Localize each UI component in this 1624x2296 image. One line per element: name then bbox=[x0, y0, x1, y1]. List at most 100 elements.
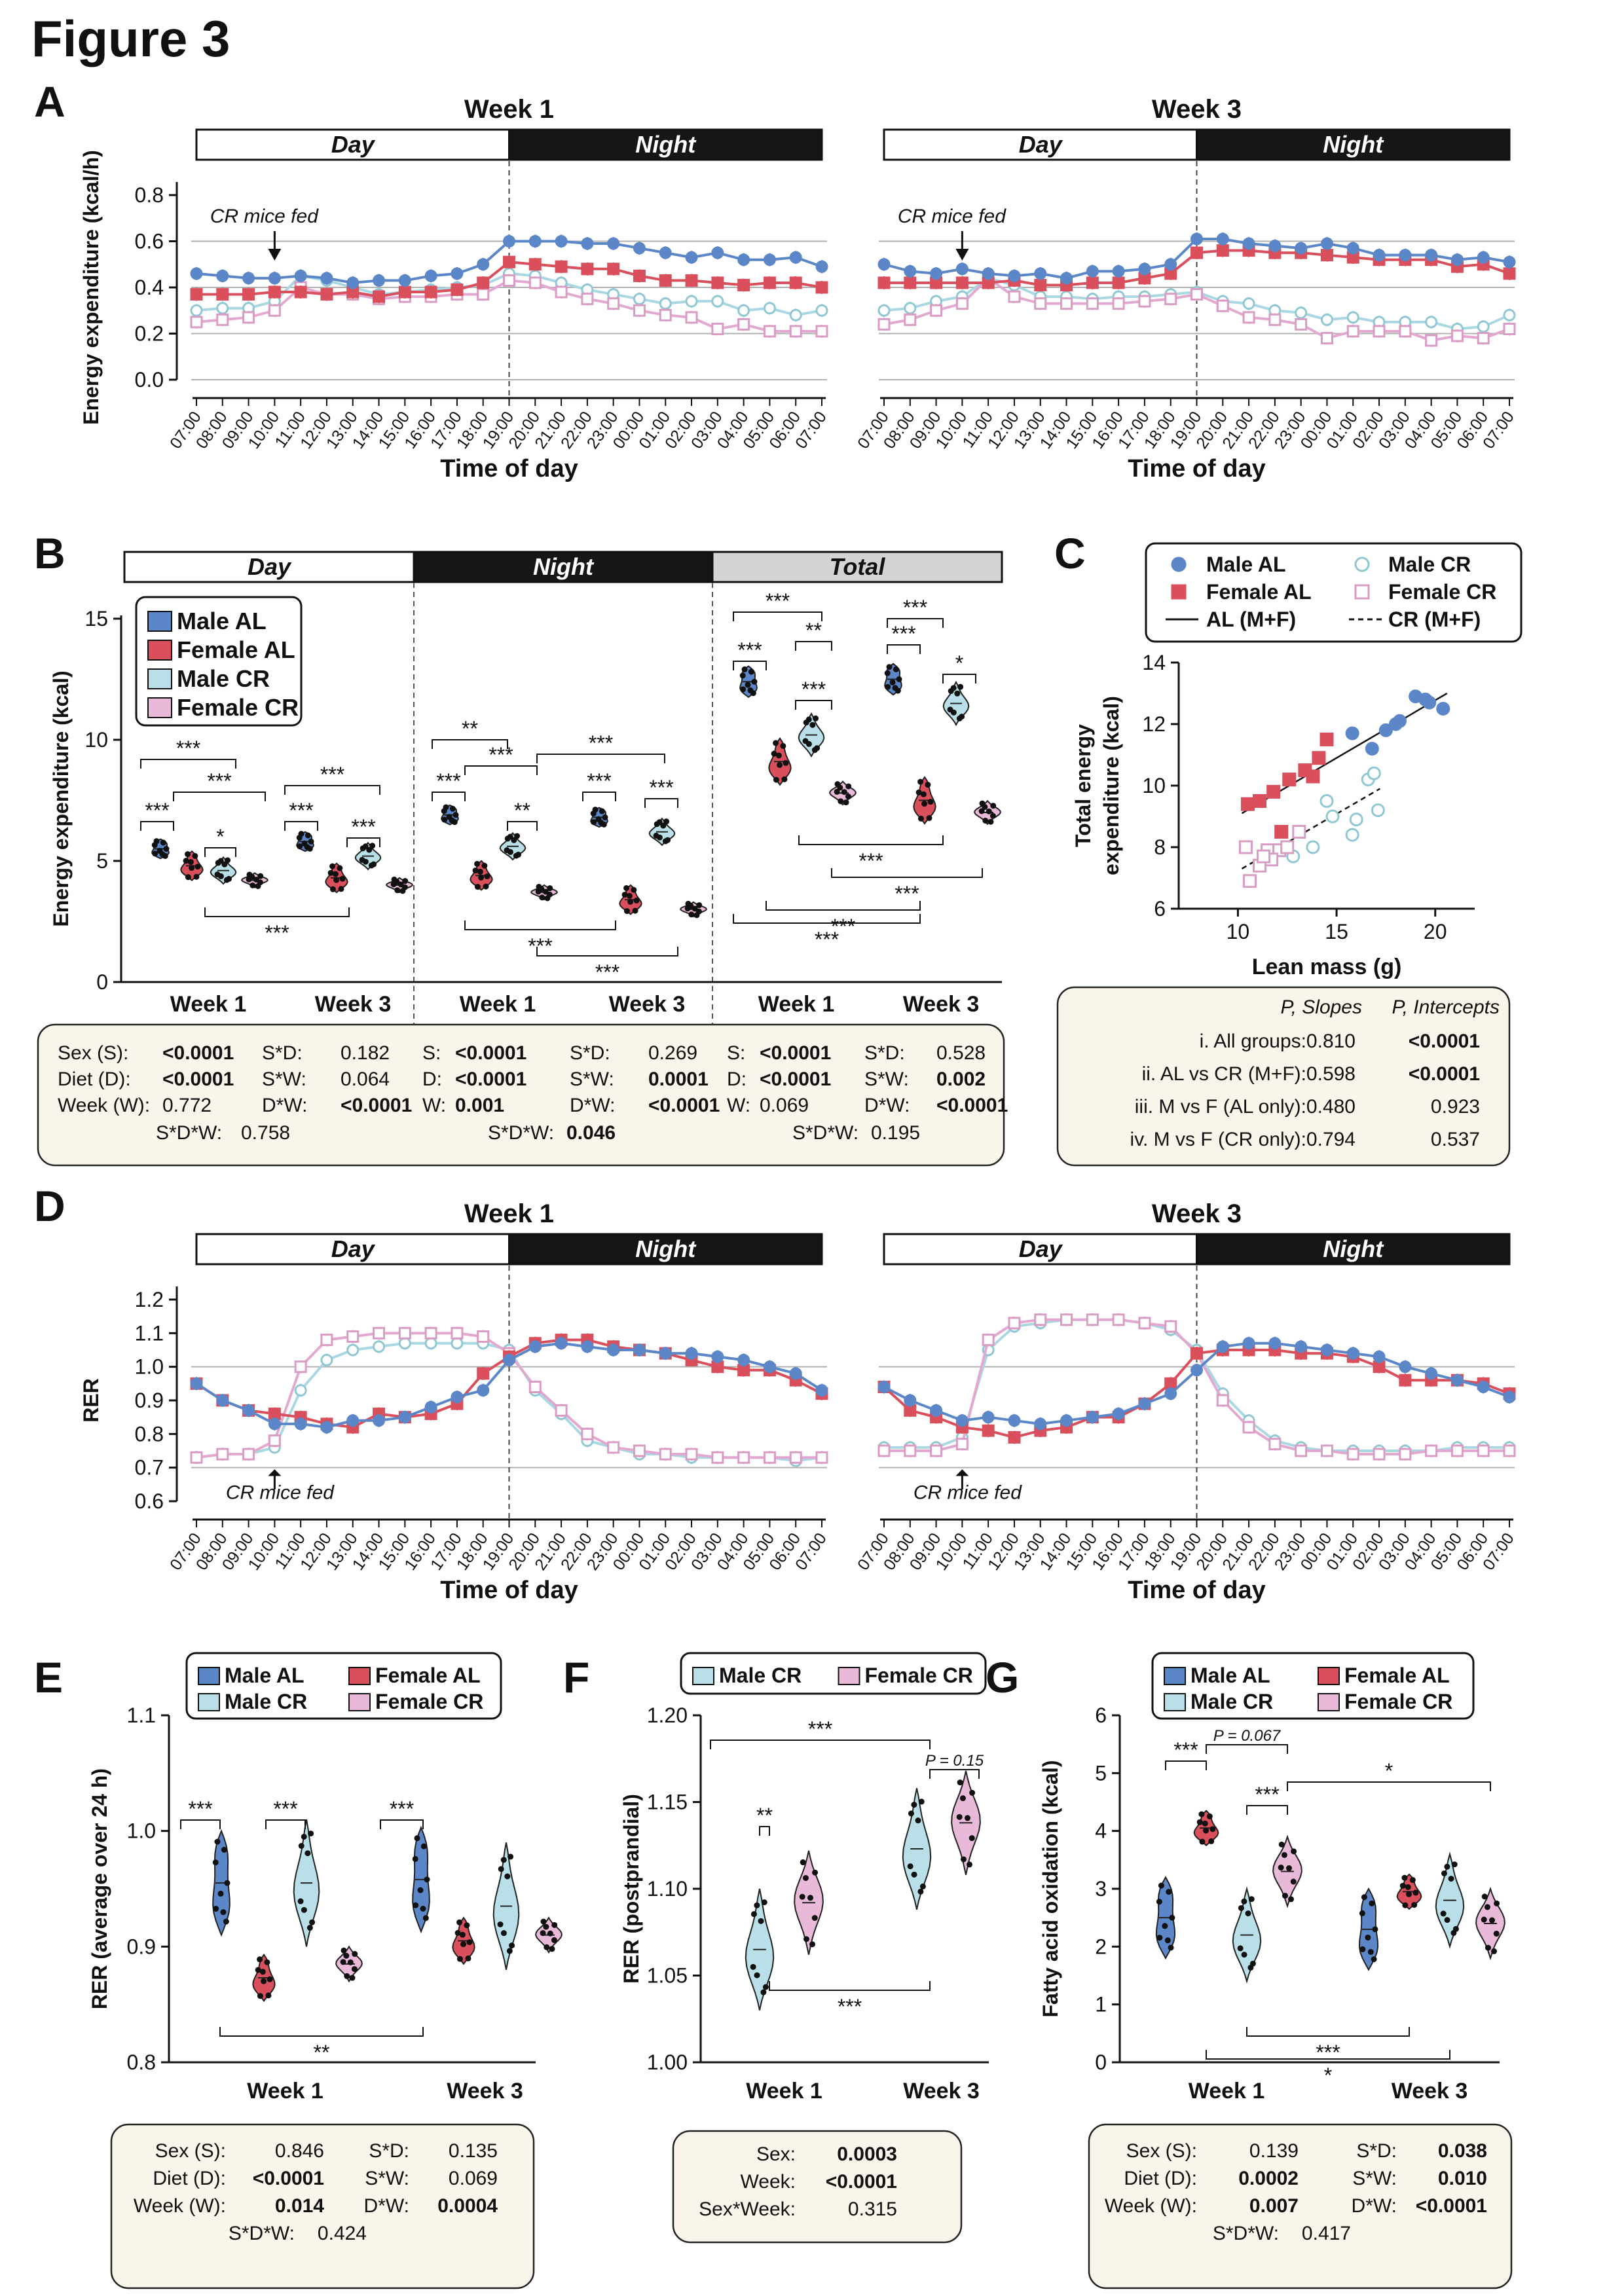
week-label: Week 3 bbox=[903, 2079, 980, 2104]
violin-point bbox=[631, 886, 637, 893]
legend-label: Male CR bbox=[177, 665, 270, 692]
stat-cell: <0.0001 bbox=[341, 1095, 412, 1116]
data-point-male-al bbox=[1373, 249, 1386, 262]
panel-letter: A bbox=[34, 77, 65, 126]
data-point-male-al bbox=[789, 1367, 802, 1380]
violin-point bbox=[1291, 1848, 1297, 1855]
data-point-female-cr bbox=[424, 1326, 437, 1339]
data-point-male-al bbox=[607, 237, 620, 250]
sig-label: *** bbox=[145, 799, 169, 822]
data-point-female-cr bbox=[789, 1451, 802, 1464]
legend-label: CR (M+F) bbox=[1388, 608, 1481, 631]
data-point-female-cr bbox=[955, 1438, 969, 1451]
data-point-male-cr bbox=[346, 1343, 360, 1357]
data-point-female-al bbox=[1086, 276, 1099, 289]
violin-point bbox=[1156, 1935, 1163, 1941]
violin-point bbox=[459, 1931, 466, 1938]
week-label: Week 3 bbox=[315, 992, 392, 1017]
legend-swatch-female-cr bbox=[838, 1667, 860, 1685]
legend-swatch-male-al bbox=[198, 1667, 220, 1685]
data-point-female-cr bbox=[930, 304, 943, 317]
data-point-male-al bbox=[1399, 249, 1412, 262]
violin-point bbox=[413, 1902, 419, 1908]
data-point-male-al bbox=[242, 1404, 255, 1417]
violin-point bbox=[509, 1942, 515, 1949]
stat-cell: Week: bbox=[741, 2171, 796, 2193]
data-point-male-cr bbox=[1320, 313, 1333, 326]
sig-bracket bbox=[795, 641, 832, 651]
sig-label: *** bbox=[838, 1995, 862, 2018]
stat-cell: S*D*W: bbox=[229, 2223, 295, 2244]
violin-point bbox=[544, 1944, 550, 1950]
section-header-night bbox=[1196, 128, 1511, 161]
violin-point bbox=[623, 884, 630, 891]
violin-point bbox=[187, 859, 194, 866]
violin-point bbox=[504, 1873, 511, 1880]
stat-cell: 0.598 bbox=[1306, 1063, 1356, 1085]
data-point-female-cr bbox=[1477, 1444, 1490, 1457]
scatter-point-male-cr bbox=[1345, 828, 1359, 842]
data-point-male-al bbox=[1112, 1408, 1125, 1421]
data-point-female-cr bbox=[1295, 1444, 1308, 1457]
sig-label: *** bbox=[587, 769, 611, 793]
stat-cell: S*W: bbox=[864, 1068, 909, 1090]
sig-label: *** bbox=[895, 882, 919, 905]
stat-cell: S*D*W: bbox=[1213, 2223, 1279, 2244]
violin-point bbox=[1202, 1820, 1208, 1827]
data-point-male-al bbox=[789, 251, 802, 264]
violin-point bbox=[889, 679, 896, 685]
legend-swatch-female-cr bbox=[147, 697, 172, 718]
data-point-female-cr bbox=[737, 1451, 750, 1464]
violin-point bbox=[1287, 1896, 1294, 1903]
data-point-male-cr bbox=[294, 1384, 307, 1397]
y-tick-label: 0 bbox=[1095, 2050, 1107, 2074]
stat-cell: Sex (S): bbox=[58, 1042, 128, 1064]
scatter-point-female-cr bbox=[1280, 840, 1295, 854]
cr-fed-arrowhead bbox=[268, 1469, 282, 1476]
stat-cell: 0.0002 bbox=[1238, 2168, 1299, 2189]
violin-point bbox=[750, 1963, 756, 1970]
data-point-female-al bbox=[581, 263, 594, 276]
stat-cell: S*W: bbox=[262, 1068, 306, 1090]
stat-cell: 0.038 bbox=[1438, 2140, 1487, 2162]
data-point-male-al bbox=[1138, 263, 1151, 276]
data-point-female-cr bbox=[763, 325, 776, 338]
stat-cell: 0.046 bbox=[566, 1122, 616, 1144]
violin-point bbox=[908, 1810, 914, 1817]
violin-point bbox=[441, 808, 447, 814]
data-point-male-al bbox=[1242, 1337, 1255, 1350]
stat-cell: D*W: bbox=[864, 1095, 910, 1116]
data-point-male-al bbox=[451, 1391, 464, 1404]
violin-point bbox=[1399, 1882, 1406, 1889]
sig-bracket bbox=[464, 920, 616, 930]
data-point-male-cr bbox=[216, 302, 229, 315]
violin-point bbox=[304, 832, 311, 839]
stat-header: P, Slopes bbox=[1280, 996, 1362, 1018]
data-point-male-al bbox=[1320, 237, 1333, 250]
violin-point bbox=[1238, 1904, 1244, 1911]
data-point-female-al bbox=[982, 1424, 995, 1437]
data-point-male-cr bbox=[1425, 316, 1438, 329]
stat-cell: Sex (S): bbox=[1126, 2140, 1197, 2162]
data-point-female-cr bbox=[398, 1326, 411, 1339]
stat-cell: S*D: bbox=[570, 1042, 610, 1064]
violin-point bbox=[255, 1967, 261, 1973]
y-tick-label: 1.2 bbox=[135, 1288, 164, 1311]
data-point-female-cr bbox=[294, 1360, 307, 1374]
data-point-male-al bbox=[1190, 232, 1203, 246]
data-point-male-al bbox=[659, 1347, 672, 1360]
violin-point bbox=[185, 851, 191, 858]
scatter-point-male-al bbox=[1345, 726, 1359, 740]
legend-label: Female CR bbox=[177, 694, 299, 721]
violin-point bbox=[344, 1973, 350, 1979]
sig-label: * bbox=[1324, 2064, 1332, 2087]
data-point-female-cr bbox=[346, 1330, 360, 1343]
violin-point bbox=[1448, 1876, 1454, 1882]
violin-point bbox=[1359, 1946, 1366, 1952]
data-point-female-cr bbox=[659, 308, 672, 321]
y-tick-label: 1.20 bbox=[647, 1704, 688, 1727]
data-point-female-cr bbox=[633, 304, 646, 317]
violin-point bbox=[754, 1972, 760, 1978]
violin-point bbox=[1412, 1889, 1419, 1896]
week-label: Week 1 bbox=[170, 992, 247, 1017]
